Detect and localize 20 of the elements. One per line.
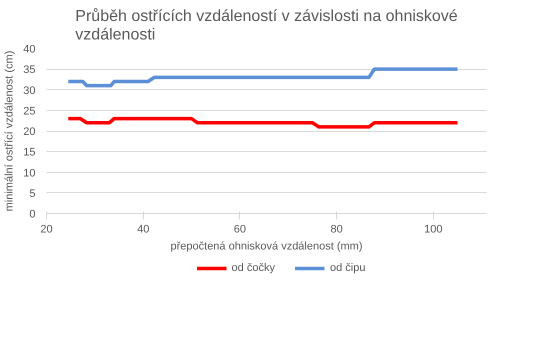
x-axis-title: přepočtená ohnisková vzdálenost (mm) — [170, 240, 362, 252]
x-tick-label: 100 — [424, 224, 442, 236]
y-axis-title: minimální ostřící vzdálenost (cm) — [3, 50, 16, 212]
y-tick-label: 25 — [23, 105, 36, 118]
y-tick-label: 5 — [29, 188, 36, 200]
legend-label: od čipu — [330, 262, 366, 274]
x-tick-label: 60 — [234, 224, 246, 236]
legend-label: od čočky — [232, 262, 275, 274]
y-tick-label: 30 — [23, 84, 36, 97]
y-tick-label: 15 — [23, 146, 36, 159]
y-tick-label: 40 — [23, 44, 36, 56]
y-tick-label: 10 — [23, 167, 36, 180]
x-tick-label: 40 — [137, 224, 150, 236]
chart-title: Průběh ostřících vzdáleností v závislosti na ohniskové vzdálenosti — [75, 8, 458, 44]
x-tick-label: 20 — [40, 224, 53, 236]
line-series — [66, 67, 460, 88]
y-tick-label: 20 — [23, 126, 36, 138]
y-tick-label: 35 — [23, 64, 36, 76]
y-tick-label: 0 — [29, 208, 36, 220]
x-tick-label: 80 — [330, 224, 343, 236]
